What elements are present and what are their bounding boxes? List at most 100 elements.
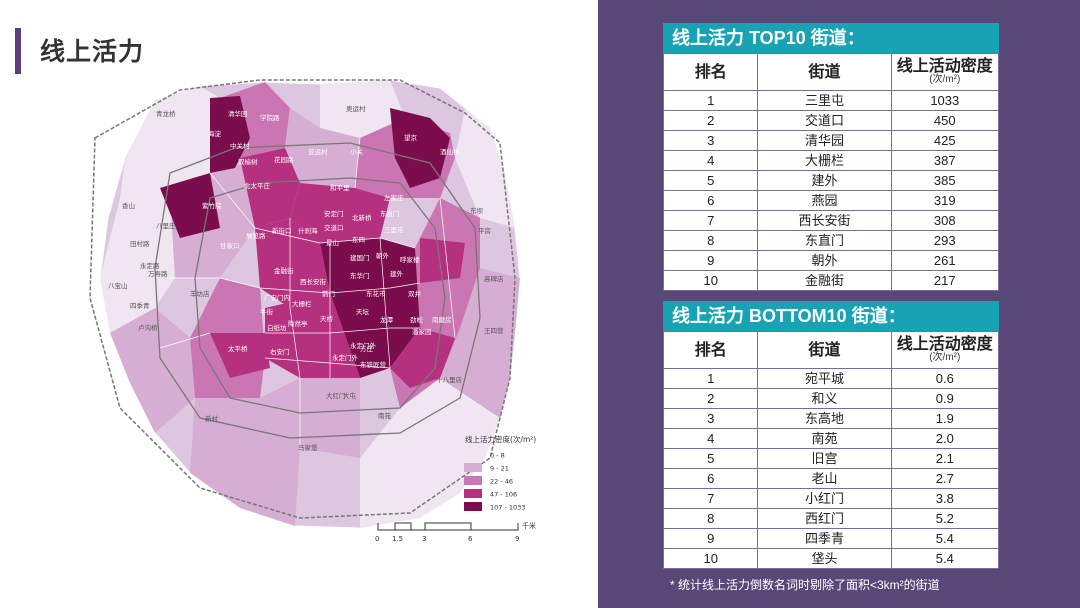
map-label: 潘家园: [412, 327, 432, 336]
cell-value: 1.9: [890, 408, 1000, 429]
map-label: 卢沟桥: [138, 323, 158, 332]
cell-street: 清华园: [757, 130, 892, 151]
map-label: 万寿路: [148, 269, 168, 278]
map-label: 和平里: [330, 183, 350, 192]
scale-tick-label: 0: [375, 535, 379, 543]
cell-value: 1033: [890, 90, 1000, 111]
map-label: 中关村: [230, 141, 250, 150]
map-label: 香山: [122, 201, 135, 210]
cell-street: 东高地: [757, 408, 892, 429]
top10-table: 线上活力 TOP10 街道： 排名 街道 线上活动密度 (次/m²) 1 三里屯 10…: [662, 23, 1000, 291]
cell-rank: 10: [662, 270, 759, 291]
map-label: 高碑店: [484, 274, 504, 283]
map-label: 新村: [205, 414, 219, 423]
map-label: 四季青: [130, 301, 150, 310]
footnote: * 统计线上活力倒数名词时剔除了面积<3km²的街道: [670, 578, 940, 592]
map-label: 白纸坊: [267, 323, 287, 332]
table-row: 9 朝外 261: [662, 250, 1000, 271]
legend-label: 47 - 106: [490, 491, 517, 499]
col-density-label: 线上活动密度: [896, 58, 993, 75]
map-legend: 线上活力密度(次/m²) 0 - 8 9 - 21 22 - 46 47 - 106 1…: [464, 434, 536, 512]
map-label: 王四营: [484, 326, 504, 335]
map-zone-light-nw: [120, 86, 220, 198]
legend-label: 9 - 21: [490, 465, 509, 473]
cell-street: 西长安街: [757, 210, 892, 231]
col-density: 线上活动密度 (次/m²): [890, 331, 1000, 369]
map-label: 南磨房: [432, 315, 452, 324]
bottom10-header-prefix: 线上活力: [672, 306, 750, 326]
scale-segment: [424, 522, 472, 531]
map-label: 八里庄: [156, 221, 176, 230]
legend-label: 107 - 1033: [490, 504, 525, 512]
map-label: 田村路: [130, 239, 150, 248]
map-label: 展览路: [246, 231, 266, 240]
cell-rank: 1: [662, 368, 759, 389]
legend-label: 22 - 46: [490, 478, 513, 486]
cell-rank: 8: [662, 508, 759, 529]
legend-swatch: [464, 476, 482, 485]
map-label: 天坛: [356, 307, 370, 316]
map-zone-mid-2: [285, 108, 360, 188]
map-label: 呼家楼: [400, 255, 420, 264]
scale-bar: 0 1.5 3 6 9 千米: [375, 521, 536, 543]
cell-value: 2.0: [890, 428, 1000, 449]
col-density: 线上活动密度 (次/m²): [890, 53, 1000, 91]
map-zone-high-2: [390, 108, 450, 188]
cell-rank: 6: [662, 468, 759, 489]
map-label: 陶然亭: [288, 319, 308, 328]
cell-value: 2.1: [890, 448, 1000, 469]
bottom10-table: 线上活力 BOTTOM10 街道： 排名 街道 线上活动密度 (次/m²) 1 宛平…: [662, 301, 1000, 569]
map-label: 学院路: [260, 113, 280, 122]
map-label: 右安门: [270, 347, 290, 356]
map-zone-high-6: [255, 218, 330, 308]
map-label: 景山: [326, 238, 339, 247]
bottom10-header: 线上活力 BOTTOM10 街道：: [663, 301, 999, 331]
map-label: 永定路: [140, 261, 160, 270]
cell-street: 小红门: [757, 488, 892, 509]
map-label: 八宝山: [108, 281, 128, 290]
map-label: 海淀: [208, 129, 222, 138]
table-row: 6 燕园 319: [662, 190, 1000, 211]
map-label: 三里屯: [384, 225, 404, 234]
cell-value: 5.2: [890, 508, 1000, 529]
map-label: 东直门: [380, 209, 400, 218]
bottom10-body: 1 宛平城 0.6 2 和义 0.9 3 东高地 1.9 4 南苑 2.0 5 旧宫 2.1 6 老山 2.7 7 小…: [662, 368, 1000, 569]
map-label: 交道口: [324, 223, 344, 232]
scale-segment: [394, 522, 412, 531]
cell-street: 垡头: [757, 548, 892, 569]
map-label: 平房: [478, 226, 491, 235]
table-row: 3 清华园 425: [662, 130, 1000, 151]
col-street: 街道: [757, 53, 892, 91]
cell-rank: 3: [662, 408, 759, 429]
map-label: 什刹海: [298, 226, 318, 235]
table-row: 9 四季青 5.4: [662, 528, 1000, 549]
bottom10-header-suffix: 街道：: [846, 306, 906, 326]
legend-swatch: [464, 489, 482, 498]
cell-rank: 10: [662, 548, 759, 569]
col-density-unit: (次/m²): [929, 352, 961, 363]
map-label: 十八里店: [436, 375, 463, 384]
map-label: 朝外: [376, 251, 390, 260]
map-label: 东华门: [350, 271, 370, 280]
cell-rank: 7: [662, 210, 759, 231]
map-label: 东花市: [366, 289, 386, 298]
cell-street: 旧宫: [757, 448, 892, 469]
map-zone-light-ne: [455, 108, 515, 228]
col-density-unit: (次/m²): [929, 74, 961, 85]
map-label: 西长安街: [300, 277, 327, 286]
map-label: 酒仙桥: [440, 147, 460, 156]
map-label: 青龙桥: [156, 109, 176, 118]
cell-rank: 1: [662, 90, 759, 111]
map-zone-light-sw: [110, 308, 195, 433]
cell-rank: 4: [662, 428, 759, 449]
table-row: 4 大栅栏 387: [662, 150, 1000, 171]
map-label: 北新桥: [352, 213, 372, 222]
table-row: 10 金融街 217: [662, 270, 1000, 291]
map-label: 清华园: [228, 109, 248, 118]
map-label: 东四: [352, 235, 365, 244]
map-label: 羊坊店: [190, 289, 210, 298]
map-label: 亚运村: [308, 147, 328, 156]
cell-rank: 9: [662, 528, 759, 549]
cell-value: 2.7: [890, 468, 1000, 489]
